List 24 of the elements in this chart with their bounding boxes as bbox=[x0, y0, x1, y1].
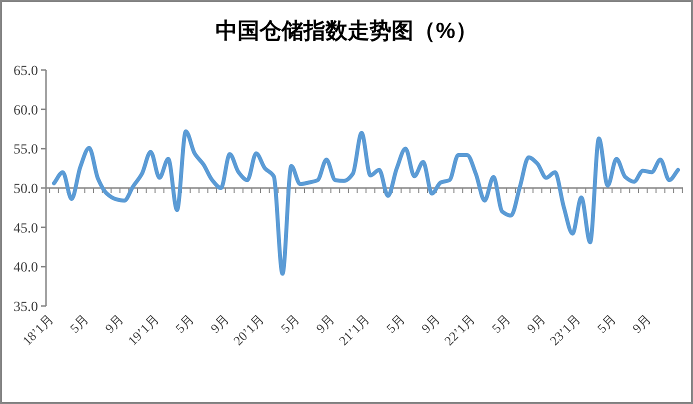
x-tick-label: 5月 bbox=[383, 312, 408, 336]
x-tick-label: 9月 bbox=[312, 312, 338, 336]
x-tick-label: 9月 bbox=[102, 312, 126, 336]
x-tick-label: 5月 bbox=[488, 312, 514, 336]
x-tick-label: 9月 bbox=[208, 312, 232, 336]
x-tick-label: 9月 bbox=[629, 312, 654, 336]
x-tick-label: 19’1月 bbox=[124, 312, 162, 348]
y-tick-label: 65.0 bbox=[14, 64, 38, 79]
x-tick-label: 9月 bbox=[418, 312, 443, 336]
x-tick-label: 9月 bbox=[524, 312, 548, 336]
x-tick-label: 5月 bbox=[594, 312, 619, 336]
x-tick-label: 20’1月 bbox=[230, 312, 268, 348]
x-tick-label: 23’1月 bbox=[546, 312, 584, 348]
x-tick-label: 5月 bbox=[278, 312, 302, 336]
y-tick-label: 45.0 bbox=[14, 221, 38, 236]
x-tick-label: 21’1月 bbox=[336, 312, 373, 348]
chart-title: 中国仓储指数走势图（%） bbox=[216, 18, 478, 43]
y-tick-label: 60.0 bbox=[14, 103, 38, 118]
y-tick-label: 40.0 bbox=[14, 260, 38, 276]
y-tick-label: 55.0 bbox=[14, 142, 38, 158]
x-tick-label: 5月 bbox=[172, 312, 197, 336]
x-tick-label: 5月 bbox=[66, 312, 92, 336]
x-tick-label: 22’1月 bbox=[441, 312, 478, 348]
y-tick-label: 50.0 bbox=[14, 182, 38, 197]
